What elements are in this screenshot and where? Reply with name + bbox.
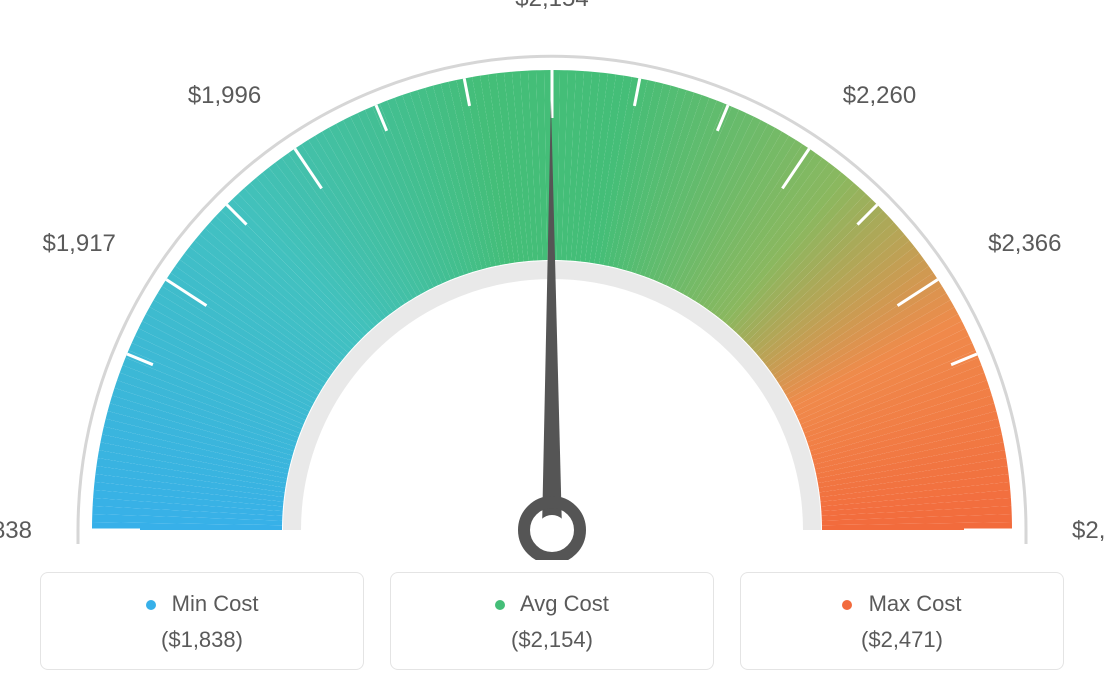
min-cost-label: Min Cost bbox=[172, 591, 259, 616]
max-cost-card: Max Cost ($2,471) bbox=[740, 572, 1064, 670]
min-cost-dot-icon bbox=[146, 600, 156, 610]
avg-cost-value: ($2,154) bbox=[401, 627, 703, 653]
max-cost-dot-icon bbox=[842, 600, 852, 610]
max-cost-label-row: Max Cost bbox=[751, 591, 1053, 617]
gauge-tick-label: $2,366 bbox=[988, 230, 1061, 257]
avg-cost-dot-icon bbox=[495, 600, 505, 610]
gauge-tick-label: $1,917 bbox=[42, 230, 115, 257]
max-cost-label: Max Cost bbox=[869, 591, 962, 616]
avg-cost-label-row: Avg Cost bbox=[401, 591, 703, 617]
min-cost-value: ($1,838) bbox=[51, 627, 353, 653]
min-cost-label-row: Min Cost bbox=[51, 591, 353, 617]
gauge-tick-label: $2,471 bbox=[1072, 517, 1104, 544]
cost-gauge: $1,838 $1,917 $1,996 $2,154 $2,260 $2,366 $2,4… bbox=[0, 0, 1104, 560]
gauge-svg: $1,838 $1,917 $1,996 $2,154 $2,260 $2,366 $2,4… bbox=[0, 0, 1104, 560]
summary-cards: Min Cost ($1,838) Avg Cost ($2,154) Max … bbox=[40, 572, 1064, 670]
gauge-tick-label: $1,996 bbox=[188, 82, 261, 109]
gauge-tick-label: $1,838 bbox=[0, 517, 32, 544]
max-cost-value: ($2,471) bbox=[751, 627, 1053, 653]
gauge-tick-label: $2,154 bbox=[515, 0, 588, 12]
avg-cost-card: Avg Cost ($2,154) bbox=[390, 572, 714, 670]
avg-cost-label: Avg Cost bbox=[520, 591, 609, 616]
gauge-tick-label: $2,260 bbox=[843, 82, 916, 109]
min-cost-card: Min Cost ($1,838) bbox=[40, 572, 364, 670]
